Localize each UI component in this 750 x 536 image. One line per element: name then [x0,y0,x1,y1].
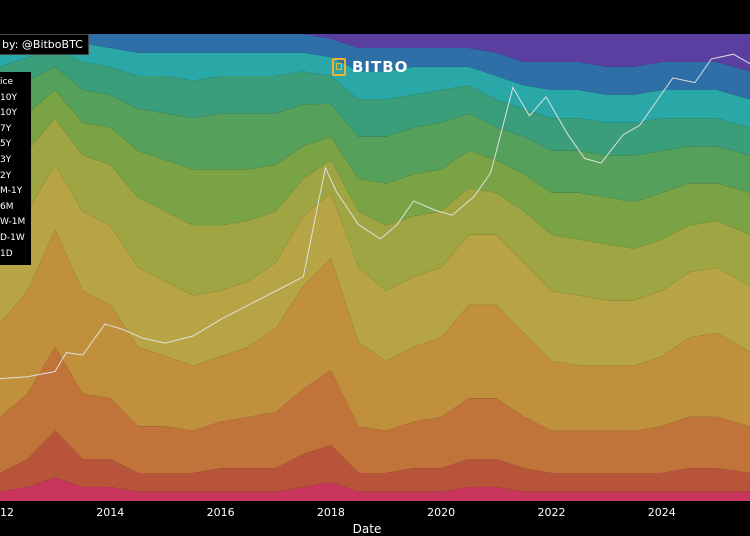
area-series-8 [0,48,750,156]
x-axis-ticks: 12 2014 2016 2018 2020 2022 2024 [0,506,676,519]
area-series-11 [0,34,750,72]
legend-item[interactable]: D-1W [0,232,25,243]
x-tick-label: 2018 [317,506,345,519]
legend-item[interactable]: M-1Y [0,186,23,197]
legend[interactable]: ice 10Y 10Y 7Y 5Y 3Y 2Y M-1Y 6M W-1M D-1W 1D [0,72,32,266]
legend-item[interactable]: 10Y [0,92,17,103]
x-tick-label: 2024 [648,506,676,519]
area-series-7 [0,66,750,203]
bitbo-logo-text: BITBO [352,58,409,76]
area-series-0 [0,477,750,501]
legend-item[interactable]: 6M [0,201,14,212]
area-series-9 [0,38,750,128]
legend-item[interactable]: 1D [0,248,13,259]
x-tick-label: 2014 [96,506,124,519]
x-tick-label: 2016 [207,506,235,519]
area-series-10 [0,34,750,100]
area-series-5 [0,118,750,301]
credit-label: by: @BitboBTC [0,34,89,55]
legend-item[interactable]: 2Y [0,170,12,181]
bitbo-logo: BITBO [332,58,408,76]
area-series-6 [0,90,750,249]
legend-item[interactable]: 3Y [0,154,12,165]
bitbo-logo-icon [332,58,346,76]
x-axis-label: Date [353,522,382,536]
stacked-areas [0,34,750,501]
x-tick-label: 2020 [427,506,455,519]
price-line-group [0,53,750,380]
legend-item[interactable]: 5Y [0,139,12,150]
x-tick-label: 2022 [537,506,565,519]
area-series-1 [0,430,750,492]
x-tick-label: 12 [0,506,14,519]
price-line [0,53,750,380]
legend-item[interactable]: 7Y [0,123,12,134]
legend-item[interactable]: 10Y [0,108,17,119]
area-series-2 [0,346,750,473]
area-series-3 [0,230,750,431]
legend-item[interactable]: ice [0,77,13,87]
area-series-4 [0,164,750,366]
legend-item[interactable]: W-1M [0,217,26,228]
